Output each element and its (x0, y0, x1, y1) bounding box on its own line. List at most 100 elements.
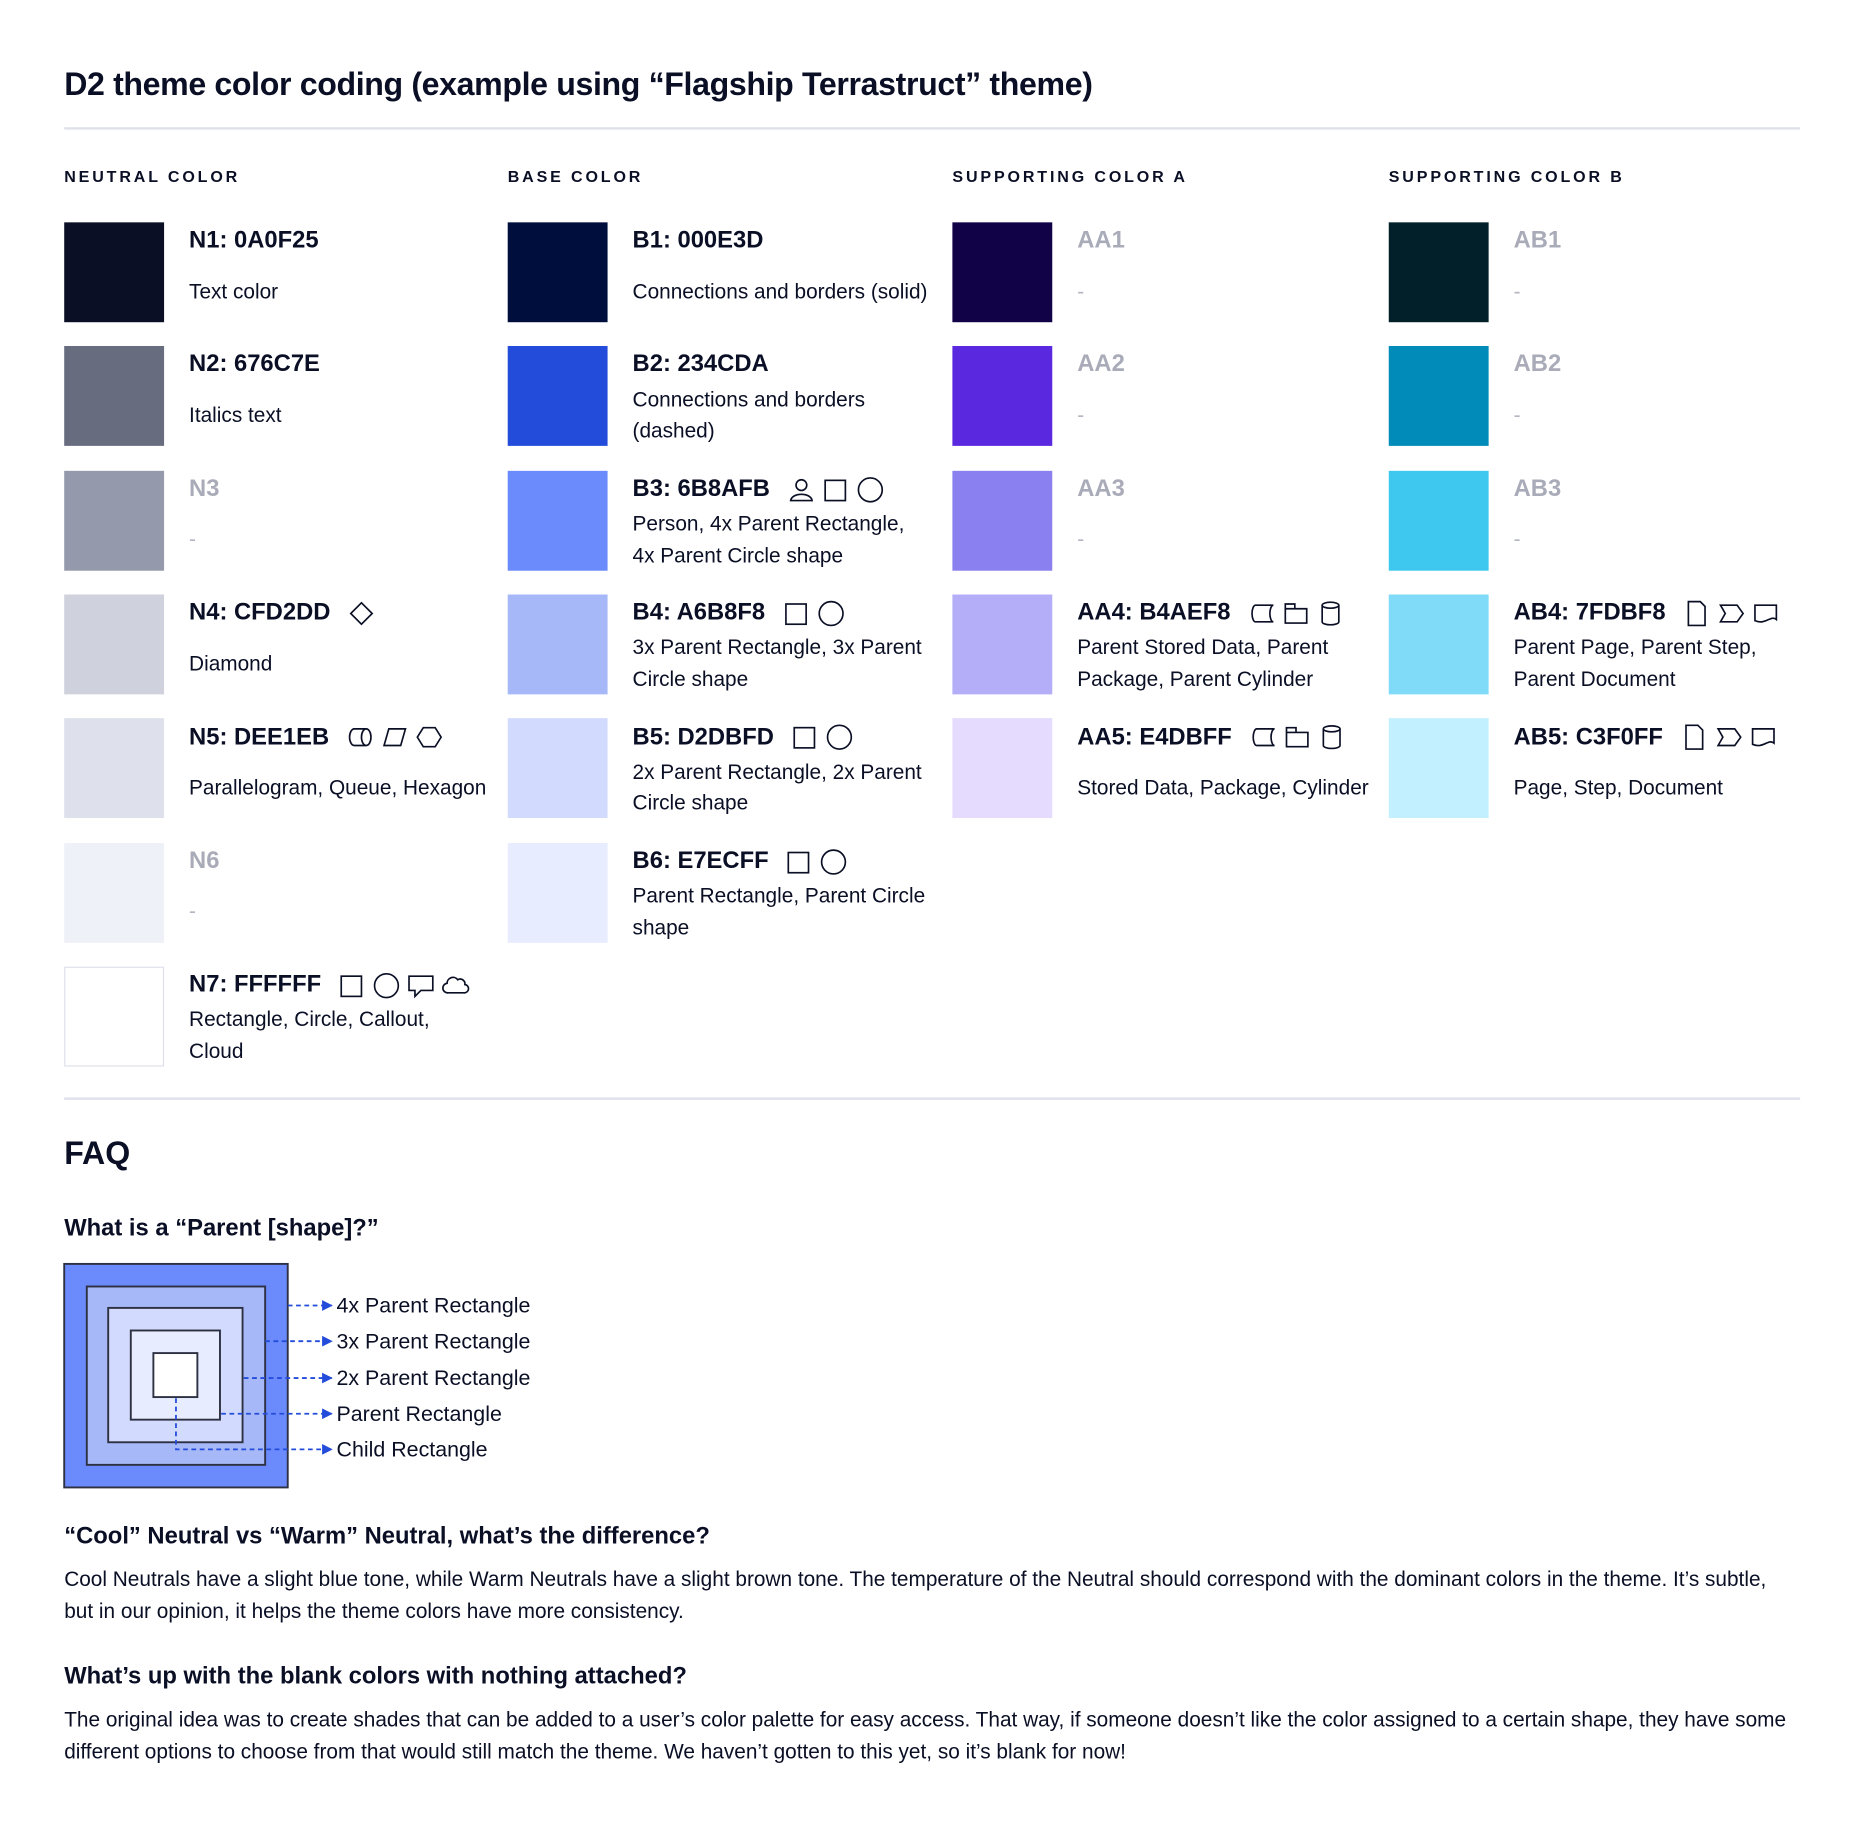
color-label: N1: 0A0F25 (189, 227, 319, 254)
color-label: AB5: C3F0FF (1514, 723, 1777, 752)
color-code: AB5: C3F0FF (1513, 723, 1663, 750)
color-code: AA1 (1077, 227, 1125, 254)
diagram-label: 4x Parent Rectangle (336, 1293, 531, 1318)
color-swatch (952, 470, 1053, 571)
color-swatch (64, 842, 165, 943)
column-header: BASE COLOR (507, 167, 644, 186)
faq-question-parent-shape: What is a “Parent [shape]?” (64, 1215, 379, 1242)
color-usage: - (1077, 279, 1085, 303)
color-usage: 3x Parent Rectangle, 3x Parent Circle sh… (632, 635, 922, 691)
color-code: B6: E7ECFF (632, 847, 769, 874)
page-title: D2 theme color coding (example using “Fl… (64, 66, 1093, 103)
column-header: SUPPORTING COLOR A (952, 167, 1188, 186)
color-label: N2: 676C7E (189, 351, 320, 378)
color-swatch (64, 346, 165, 447)
color-label: AA2 (1077, 351, 1125, 378)
color-item: N3 - (64, 470, 492, 571)
divider (64, 127, 1801, 130)
circle-icon (821, 848, 847, 875)
color-code: AB2 (1513, 351, 1562, 378)
color-code: AA3 (1077, 475, 1125, 502)
shape-icons (347, 599, 376, 628)
color-code: N3 (189, 475, 220, 502)
color-usage: Connections and borders (solid) (632, 279, 928, 303)
color-usage: Diamond (189, 651, 273, 675)
color-item: N5: DEE1EB Parallelogram, Queue, Hexagon (64, 718, 492, 819)
divider (64, 1097, 1801, 1100)
color-usage: Page, Step, Document (1513, 775, 1723, 799)
color-swatch (952, 718, 1053, 819)
diagram-label: 3x Parent Rectangle (336, 1329, 531, 1354)
person-icon (789, 478, 813, 501)
color-label: AA3 (1077, 475, 1125, 502)
shape-icons (338, 971, 470, 1000)
color-code: N7: FFFFFF (189, 971, 322, 998)
color-usage: Parent Page, Parent Step, Parent Documen… (1513, 635, 1757, 691)
color-swatch (507, 470, 608, 571)
column-header: NEUTRAL COLOR (64, 167, 241, 186)
color-item: N6 - (64, 842, 492, 943)
shape-icons (1247, 599, 1344, 628)
color-swatch (1388, 346, 1489, 447)
color-label: AA4: B4AEF8 (1077, 599, 1344, 628)
color-code: AB3 (1513, 475, 1562, 502)
rectangle-icon (340, 975, 363, 997)
color-label: B2: 234CDA (633, 351, 769, 378)
color-code: N1: 0A0F25 (189, 227, 319, 254)
color-label: B3: 6B8AFB (633, 475, 885, 504)
color-label: N6 (189, 847, 219, 874)
diagram-arrow (175, 1398, 333, 1455)
color-code: AA4: B4AEF8 (1077, 599, 1231, 626)
color-label: N5: DEE1EB (189, 723, 443, 752)
color-item: AA5: E4DBFF Stored Data, Package, Cylind… (952, 718, 1380, 819)
color-swatch (64, 594, 165, 695)
color-swatch (1388, 718, 1489, 819)
circle-icon (817, 600, 844, 627)
color-item: B3: 6B8AFB Person, 4x Parent Rectangle, … (507, 470, 936, 571)
color-swatch (64, 718, 165, 819)
color-swatch (507, 718, 608, 819)
step-icon (1718, 604, 1744, 623)
color-item: AB5: C3F0FF Page, Step, Document (1388, 718, 1817, 819)
color-item: AA2 - (952, 346, 1380, 447)
hexagon-icon (416, 727, 442, 748)
shape-icons (785, 847, 848, 876)
color-label: B5: D2DBFD (633, 723, 854, 752)
color-usage: Stored Data, Package, Cylinder (1077, 775, 1369, 799)
color-item: B1: 000E3D Connections and borders (soli… (507, 222, 936, 323)
shape-icons (782, 599, 845, 628)
color-usage: Parent Rectangle, Parent Circle shape (632, 883, 926, 939)
shape-icons (346, 723, 443, 752)
color-item: AB1 - (1388, 222, 1817, 323)
color-item: N7: FFFFFF Rectangle, Circle, Callout, C… (64, 966, 492, 1067)
circle-icon (373, 972, 400, 999)
diagram-label: Parent Rectangle (336, 1401, 502, 1426)
rectangle-icon (823, 479, 846, 501)
color-code: N5: DEE1EB (189, 723, 330, 750)
diagram-label: 2x Parent Rectangle (336, 1366, 531, 1390)
circle-icon (857, 476, 883, 503)
cloud-icon (442, 976, 470, 994)
shape-icons (787, 475, 884, 504)
color-item: AB2 - (1388, 346, 1817, 447)
cylinder-icon (1321, 601, 1340, 626)
color-label: B1: 000E3D (633, 227, 764, 254)
parent-shape-diagram (63, 1262, 333, 1489)
color-swatch (507, 594, 608, 695)
faq-answer-blank-colors: The original idea was to create shades t… (64, 1707, 1787, 1764)
rectangle-icon (788, 851, 810, 873)
color-code: N2: 676C7E (189, 351, 320, 378)
color-code: AA5: E4DBFF (1077, 723, 1232, 750)
color-usage: - (189, 527, 196, 551)
color-code: N4: CFD2DD (189, 599, 331, 626)
document-icon (1751, 728, 1775, 747)
color-code: B2: 234CDA (632, 351, 769, 378)
shape-icons (1248, 723, 1345, 752)
color-usage: Person, 4x Parent Rectangle, 4x Parent C… (632, 511, 905, 567)
color-usage: Rectangle, Circle, Callout, Cloud (189, 1007, 430, 1063)
shape-icons (1682, 599, 1779, 628)
step-icon (1716, 728, 1742, 747)
color-swatch (64, 222, 165, 323)
color-label: N7: FFFFFF (189, 971, 470, 1000)
color-usage: Text color (189, 279, 279, 303)
